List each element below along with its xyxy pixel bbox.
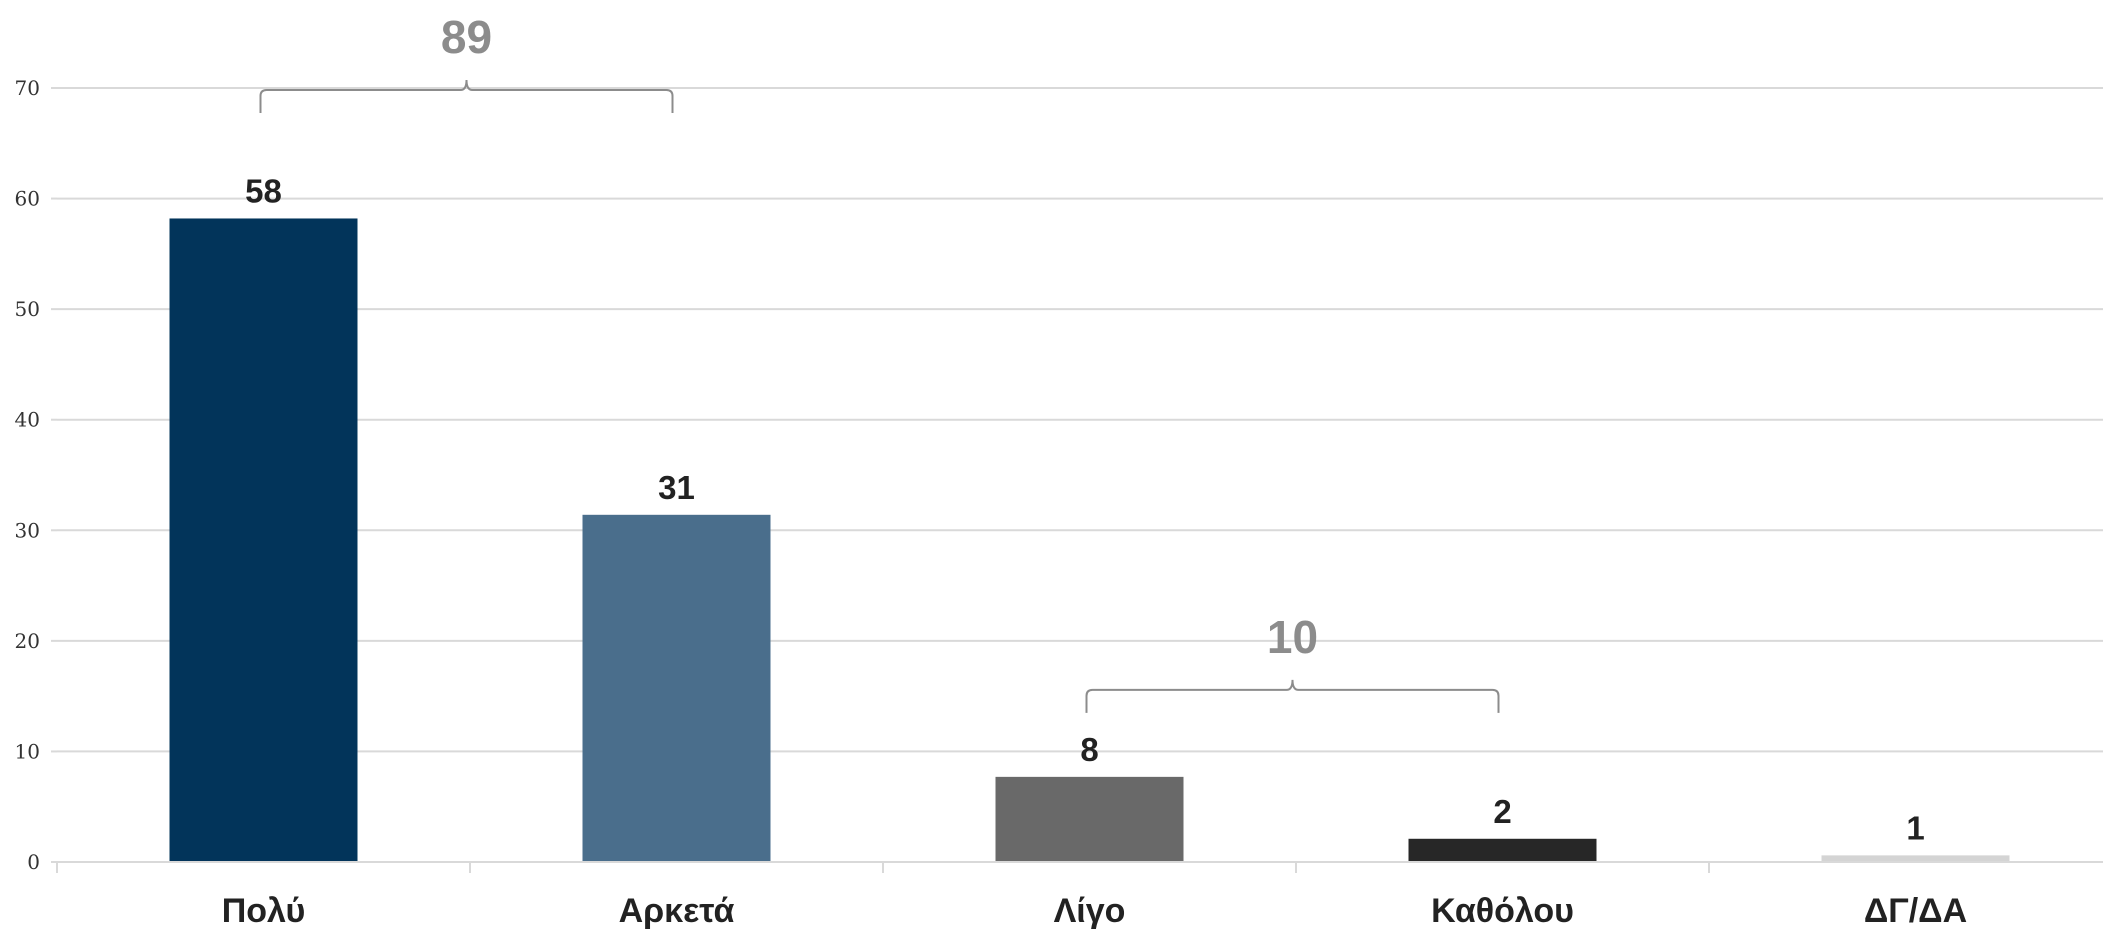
data-label: 1 xyxy=(1906,809,1924,846)
data-label: 8 xyxy=(1080,731,1098,768)
x-axis xyxy=(56,861,2103,873)
y-tick-label: 70 xyxy=(15,76,40,100)
data-label: 58 xyxy=(245,172,282,209)
x-tick-label: Πολύ xyxy=(222,892,306,930)
group-brace xyxy=(259,79,674,113)
data-label: 31 xyxy=(658,469,695,506)
y-tick-label: 20 xyxy=(15,629,40,653)
group-braces: 89 10 xyxy=(259,11,1500,713)
x-axis-labels: Πολύ Αρκετά Λίγο Καθόλου ΔΓ/ΔΑ xyxy=(222,892,1967,930)
bar xyxy=(169,218,358,862)
bar xyxy=(1821,855,2010,862)
group-brace xyxy=(1085,679,1500,713)
y-tick-label: 60 xyxy=(15,187,40,211)
data-labels: 58 31 8 2 1 xyxy=(245,172,1925,846)
gridlines xyxy=(57,87,2103,753)
y-tick-label: 50 xyxy=(15,297,40,321)
x-tick-label: Λίγο xyxy=(1054,892,1126,930)
x-tick-label: Καθόλου xyxy=(1431,892,1574,930)
bar xyxy=(995,776,1184,862)
bars xyxy=(169,218,2010,862)
group-total-label: 89 xyxy=(441,11,492,63)
x-tick-label: Αρκετά xyxy=(619,892,735,930)
y-tick-label: 30 xyxy=(15,518,40,542)
y-axis-ticks: 0 10 20 30 40 50 60 70 xyxy=(15,76,57,874)
y-tick-label: 0 xyxy=(27,850,40,874)
x-tick-label: ΔΓ/ΔΑ xyxy=(1864,892,1967,930)
y-tick-label: 40 xyxy=(15,408,40,432)
bar xyxy=(582,514,771,862)
data-label: 2 xyxy=(1493,793,1511,830)
bar xyxy=(1408,838,1597,862)
group-total-label: 10 xyxy=(1267,611,1318,663)
y-tick-label: 10 xyxy=(15,739,40,763)
